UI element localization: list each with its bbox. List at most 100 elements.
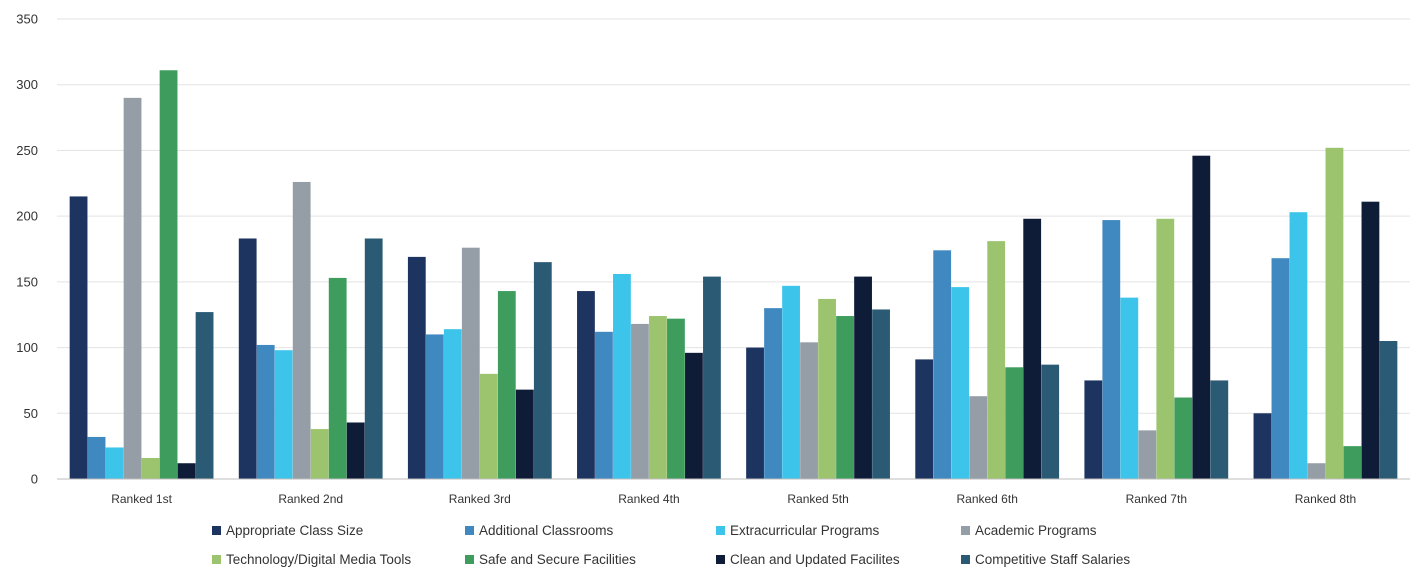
bar	[1379, 341, 1398, 479]
bar-group	[577, 273, 721, 479]
bar	[1041, 364, 1060, 479]
legend-item: Appropriate Class Size	[212, 523, 363, 538]
bar	[1343, 446, 1362, 479]
bar	[105, 447, 124, 479]
bar	[836, 316, 854, 479]
legend-label: Clean and Updated Facilites	[730, 552, 900, 567]
bar	[1289, 212, 1308, 479]
bar	[195, 312, 214, 479]
bar	[1156, 218, 1175, 479]
legend-label: Safe and Secure Facilities	[479, 552, 636, 567]
y-tick-label: 350	[16, 12, 38, 27]
bar	[685, 352, 703, 479]
bar	[256, 344, 275, 479]
bar	[1102, 220, 1121, 479]
bar	[479, 373, 498, 479]
x-category-label: Ranked 7th	[1126, 492, 1187, 506]
bar	[1005, 367, 1024, 479]
legend-label: Appropriate Class Size	[226, 523, 363, 538]
bar	[1325, 147, 1344, 480]
y-tick-label: 200	[16, 209, 38, 224]
bar	[987, 241, 1006, 479]
legend-swatch	[212, 555, 221, 564]
bar	[515, 389, 534, 479]
bar	[407, 256, 426, 479]
legend-item: Additional Classrooms	[465, 523, 614, 538]
bar	[292, 181, 311, 479]
bar	[87, 436, 106, 479]
y-tick-label: 150	[16, 274, 38, 289]
bar	[533, 262, 552, 479]
x-category-label: Ranked 5th	[787, 492, 848, 506]
x-category-label: Ranked 3rd	[449, 492, 511, 506]
bar	[159, 70, 178, 479]
bar-group	[238, 181, 383, 479]
legend-item: Safe and Secure Facilities	[465, 552, 636, 567]
gridlines	[57, 18, 1410, 414]
legend-label: Technology/Digital Media Tools	[226, 552, 411, 567]
bar	[69, 196, 88, 479]
bar	[123, 97, 142, 480]
bar	[238, 238, 257, 479]
bar-group	[746, 276, 890, 479]
bar	[1307, 463, 1326, 479]
bar	[1023, 218, 1042, 479]
bar	[818, 298, 836, 479]
bar	[577, 291, 595, 479]
bar	[872, 309, 890, 479]
bar	[364, 238, 383, 479]
bar	[951, 287, 970, 479]
bar-group	[69, 70, 214, 480]
bar	[854, 276, 872, 479]
y-tick-label: 250	[16, 143, 38, 158]
legend-label: Additional Classrooms	[479, 523, 614, 538]
bar-group	[1084, 155, 1229, 479]
bar	[1361, 201, 1380, 479]
x-axis-categories: Ranked 1st Ranked 2nd Ranked 3rd Ranked 4th…	[111, 492, 1356, 506]
bar	[764, 308, 782, 479]
legend-swatch	[716, 555, 725, 564]
bar	[782, 285, 800, 479]
bar-group	[915, 218, 1060, 479]
legend-item: Academic Programs	[961, 523, 1097, 538]
bar	[141, 457, 160, 479]
bar	[800, 342, 818, 479]
bar	[613, 273, 631, 479]
bar	[1271, 258, 1290, 479]
bar	[703, 276, 721, 479]
bar-group	[1253, 147, 1398, 480]
bar	[649, 316, 667, 479]
bar	[1210, 380, 1229, 479]
y-axis-ticks: 0 50 100 150 200 250 300 350	[16, 12, 38, 487]
legend: Appropriate Class Size Additional Classro…	[212, 523, 1130, 567]
legend-item: Clean and Updated Facilites	[716, 552, 900, 567]
bars	[69, 70, 1398, 480]
bar	[1192, 155, 1211, 479]
bar	[310, 429, 329, 479]
y-tick-label: 300	[16, 77, 38, 92]
bar-group	[407, 247, 552, 479]
x-category-label: Ranked 2nd	[278, 492, 343, 506]
bar	[667, 318, 685, 479]
y-tick-label: 100	[16, 340, 38, 355]
bar	[1138, 430, 1157, 479]
legend-item: Competitive Staff Salaries	[961, 552, 1130, 567]
bar	[497, 291, 516, 479]
bar	[177, 463, 196, 479]
legend-swatch	[212, 526, 221, 535]
legend-label: Extracurricular Programs	[730, 523, 880, 538]
bar	[933, 250, 952, 479]
bar	[425, 334, 444, 479]
legend-label: Academic Programs	[975, 523, 1097, 538]
legend-swatch	[465, 555, 474, 564]
x-category-label: Ranked 6th	[956, 492, 1017, 506]
y-tick-label: 50	[24, 406, 38, 421]
bar	[328, 277, 347, 479]
bar	[969, 396, 988, 479]
bar	[1253, 413, 1272, 479]
y-tick-label: 0	[31, 472, 38, 487]
bar	[1120, 297, 1139, 479]
legend-item: Technology/Digital Media Tools	[212, 552, 411, 567]
bar	[595, 331, 613, 479]
